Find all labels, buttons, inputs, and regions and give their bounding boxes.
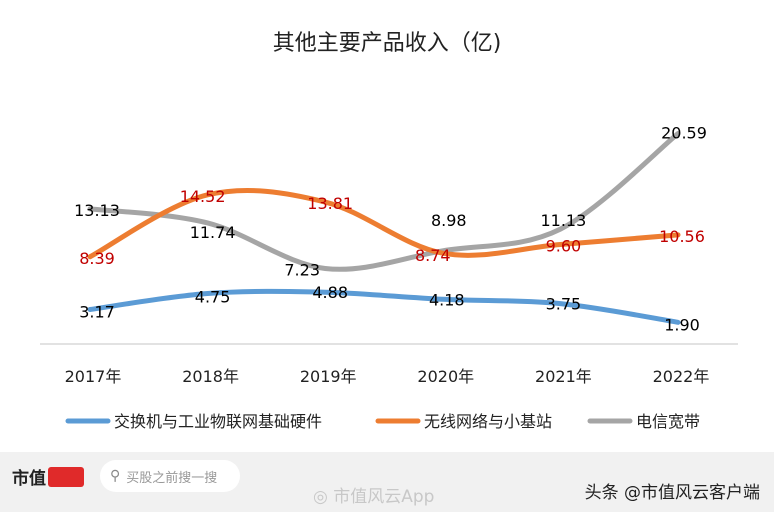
logo-mark xyxy=(48,466,84,487)
line-chart: 其他主要产品收入（亿) 3.17 4.75 4.88 4.18 3.75 1.90 8.39… xyxy=(40,31,738,431)
data-label: 8.98 xyxy=(431,211,467,230)
x-tick-label: 2018年 xyxy=(182,367,239,386)
weibo-text: 市值风云App xyxy=(333,487,435,507)
weibo-watermark: ◎ 市值风云App xyxy=(313,482,434,507)
footer-bar: 市值 ⚲ 买股之前搜一搜 ◎ 市值风云App 头条 @市值风云客户端 xyxy=(0,452,774,512)
series-line-2 xyxy=(87,131,681,272)
data-label: 8.74 xyxy=(415,246,451,265)
data-label: 7.23 xyxy=(284,260,320,279)
search-box[interactable]: ⚲ 买股之前搜一搜 xyxy=(100,460,240,492)
toutiao-credit: 头条 @市值风云客户端 xyxy=(584,483,760,503)
data-label: 9.60 xyxy=(546,237,582,256)
search-placeholder: 买股之前搜一搜 xyxy=(126,470,218,486)
logo-text: 市值 xyxy=(12,469,46,489)
x-tick-label: 2020年 xyxy=(417,367,474,386)
search-icon: ⚲ xyxy=(110,468,121,484)
data-label: 3.17 xyxy=(79,302,115,321)
data-label: 4.88 xyxy=(312,283,348,302)
weibo-icon: ◎ xyxy=(313,487,328,507)
legend-label: 交换机与工业物联网基础硬件 xyxy=(114,412,322,431)
data-label: 13.13 xyxy=(74,201,120,220)
legend-item: 交换机与工业物联网基础硬件 xyxy=(65,412,322,431)
data-label: 13.81 xyxy=(307,194,353,213)
data-label: 20.59 xyxy=(661,124,707,143)
legend-item: 无线网络与小基站 xyxy=(375,412,552,431)
brand-logo: 市值 xyxy=(12,464,84,489)
data-label: 3.75 xyxy=(546,295,582,314)
data-label: 4.75 xyxy=(195,288,231,307)
series-line-0 xyxy=(87,288,681,325)
legend-label: 无线网络与小基站 xyxy=(424,412,552,431)
x-tick-label: 2019年 xyxy=(300,367,357,386)
legend-label: 电信宽带 xyxy=(636,412,700,431)
x-tick-label: 2021年 xyxy=(535,367,592,386)
legend-item: 电信宽带 xyxy=(587,412,700,431)
data-label: 14.52 xyxy=(180,187,226,206)
data-label: 8.39 xyxy=(79,249,115,268)
data-label: 11.13 xyxy=(540,211,586,230)
x-tick-label: 2017年 xyxy=(65,367,122,386)
x-tick-label: 2022年 xyxy=(653,367,710,386)
series-line-1 xyxy=(87,188,681,260)
chart-title: 其他主要产品收入（亿) xyxy=(273,31,502,56)
data-label: 10.56 xyxy=(659,227,705,246)
data-label: 1.90 xyxy=(664,315,700,334)
data-label: 11.74 xyxy=(190,223,236,242)
data-label: 4.18 xyxy=(429,290,465,309)
